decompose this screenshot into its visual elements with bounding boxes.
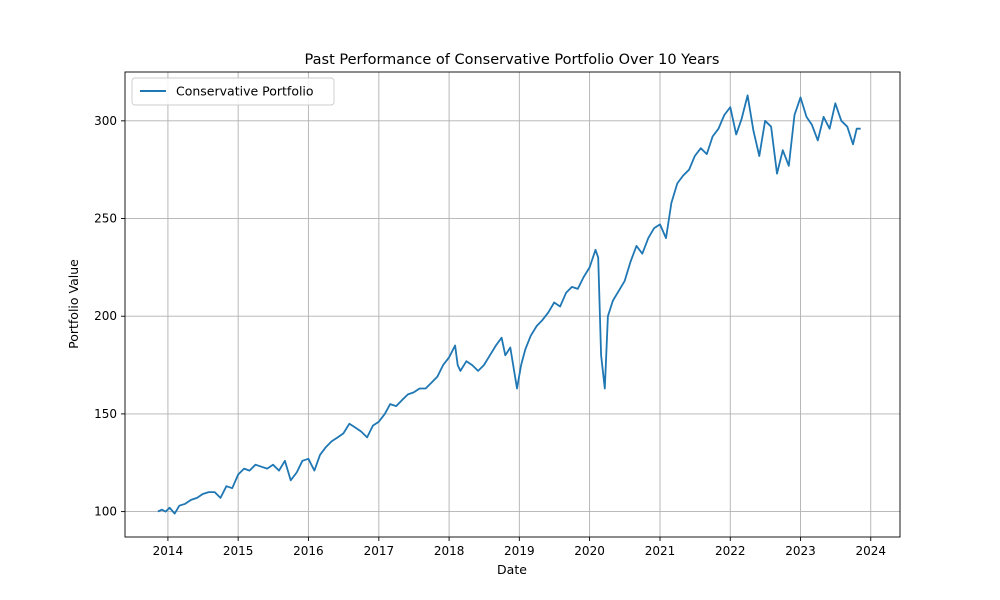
- x-tick-label: 2014: [153, 544, 184, 558]
- y-tick-label: 200: [94, 309, 117, 323]
- x-tick-label: 2022: [715, 544, 746, 558]
- x-axis: 2014 2015 2016 2017 2018 2019 2020 2021 2022 2023…: [153, 537, 886, 558]
- y-tick-label: 250: [94, 212, 117, 226]
- series-layer: [157, 94, 861, 515]
- y-tick-label: 300: [94, 114, 117, 128]
- x-tick-label: 2017: [364, 544, 395, 558]
- y-axis: 100 150 200 250 300: [94, 114, 125, 519]
- y-tick-label: 150: [94, 407, 117, 421]
- legend-box: [131, 77, 335, 106]
- legend-entry-label: Conservative Portfolio: [176, 84, 314, 99]
- legend: Conservative Portfolio: [131, 77, 335, 106]
- x-tick-label: 2015: [223, 544, 254, 558]
- x-axis-label: Date: [497, 562, 527, 577]
- x-tick-label: 2019: [504, 544, 535, 558]
- chart-title: Past Performance of Conservative Portfol…: [305, 52, 720, 68]
- y-axis-label: Portfolio Value: [66, 259, 81, 349]
- series-line-conservative-portfolio: [157, 94, 861, 515]
- x-tick-label: 2024: [855, 544, 886, 558]
- grid-lines: [125, 72, 900, 537]
- x-tick-label: 2021: [645, 544, 676, 558]
- x-tick-label: 2023: [785, 544, 816, 558]
- y-tick-label: 100: [94, 505, 117, 519]
- x-tick-label: 2020: [574, 544, 605, 558]
- plot-area-frame: [124, 71, 901, 538]
- x-tick-label: 2018: [434, 544, 465, 558]
- x-tick-label: 2016: [293, 544, 324, 558]
